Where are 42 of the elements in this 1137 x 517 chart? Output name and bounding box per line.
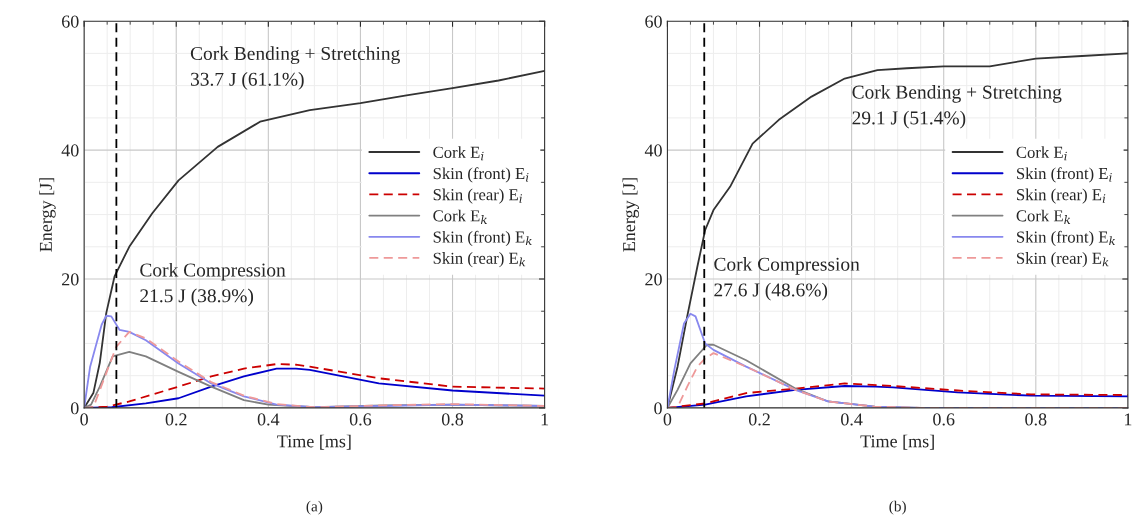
y-axis-title: Energy [J] xyxy=(622,178,639,252)
annotation: Cork Compression 27.6 J (48.6%) xyxy=(714,257,860,301)
x-tick-label: 0.2 xyxy=(748,413,770,426)
x-tick-label: 0 xyxy=(663,413,672,426)
y-tick-label: 20 xyxy=(62,273,79,286)
legend-label: Cork E$_{k}$ xyxy=(1016,209,1071,224)
x-tick-label: 0.8 xyxy=(1025,413,1047,426)
text: (b) xyxy=(889,500,906,515)
legend-label: Skin (front) E$_{k}$ xyxy=(433,230,532,247)
x-tick-label: 0.4 xyxy=(257,413,280,426)
x-tick-label: 0.6 xyxy=(349,413,372,426)
x-axis-title: Time [ms] xyxy=(277,434,351,450)
y-axis-title: Energy [J] xyxy=(39,178,56,252)
legend-label: Skin (front) E$_{i}$ xyxy=(1017,167,1112,183)
y-tick-label: 60 xyxy=(62,15,79,28)
annotation: Cork Bending + Stretching 29.1 J (51.4%) xyxy=(852,85,1062,129)
x-tick-label: 0 xyxy=(80,413,88,426)
y-tick-label: 20 xyxy=(645,273,662,286)
x-tick-label: 0.6 xyxy=(933,413,955,426)
legend-label: Skin (rear) E$_{k}$ xyxy=(433,252,526,268)
legend-label: Skin (rear) E$_{k}$ xyxy=(1017,252,1109,268)
legend-label: Skin (rear) E$_{i}$ xyxy=(1017,188,1106,204)
y-tick-label: 60 xyxy=(645,15,662,28)
y-tick-label: 0 xyxy=(654,402,662,415)
x-tick-label: 1 xyxy=(1124,413,1132,426)
legend-label: Cork E$_{k}$ xyxy=(433,209,487,224)
legend-label: Skin (front) E$_{k}$ xyxy=(1017,230,1116,247)
x-axis-title: Time [ms] xyxy=(860,434,934,450)
y-tick-label: 0 xyxy=(70,402,79,415)
legend-label: Skin (front) E$_{i}$ xyxy=(433,167,529,183)
text: (a) xyxy=(306,500,323,515)
annotation: Cork Bending + Stretching 33.7 J (61.1%) xyxy=(190,46,400,90)
y-tick-label: 40 xyxy=(644,144,662,157)
x-tick-label: 1 xyxy=(541,413,549,426)
y-tick-label: 40 xyxy=(61,144,79,157)
legend-label: Cork E$_{i}$ xyxy=(433,146,484,161)
x-tick-label: 0.8 xyxy=(441,413,464,426)
x-tick-label: 0.4 xyxy=(841,413,863,426)
x-tick-label: 0.2 xyxy=(165,413,187,426)
legend-label: Skin (rear) E$_{i}$ xyxy=(433,188,522,204)
annotation: Cork Compression 21.5 J (38.9%) xyxy=(140,262,286,307)
legend-label: Cork E$_{i}$ xyxy=(1016,146,1067,161)
